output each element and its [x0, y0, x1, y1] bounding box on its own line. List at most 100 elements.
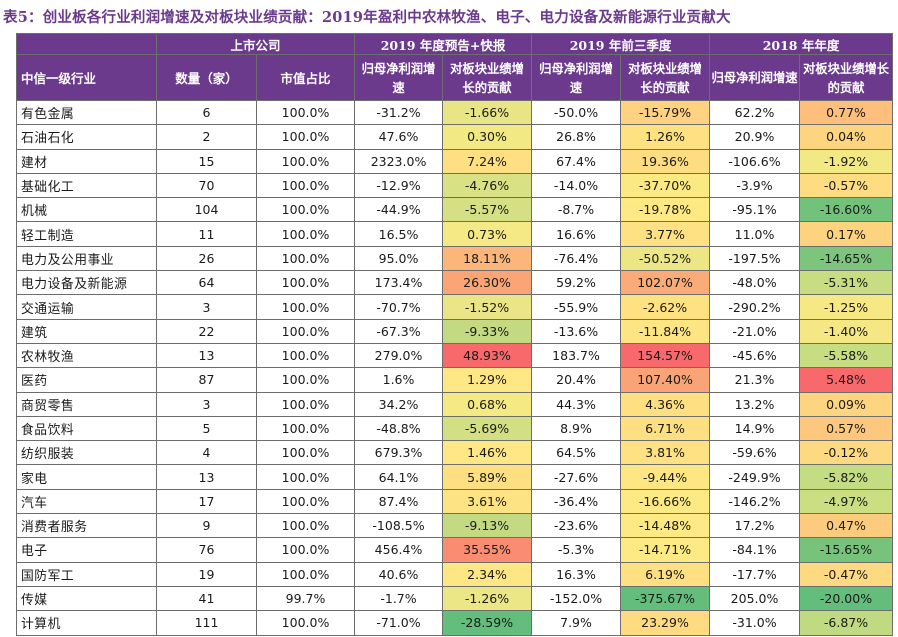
industry-profit-table: 上市公司 2019 年度预告+快报 2019 年前三季度 2018 年年度 中信… — [16, 33, 894, 636]
industry-cell: 轻工制造 — [16, 221, 157, 247]
contrib-2018-cell: -1.92% — [799, 148, 894, 174]
growth-2019-cell: 279.0% — [354, 342, 444, 369]
growth-2019q3-cell: 16.3% — [531, 561, 622, 587]
count-cell: 17 — [156, 488, 257, 515]
header-mktcap: 市值占比 — [255, 54, 356, 101]
contrib-2019q3-cell: -375.67% — [620, 585, 711, 612]
table-row: 基础化工 70 100.0% -12.9% -4.76% -14.0% -37.70% -3.… — [16, 172, 894, 199]
contrib-2018-cell: 0.04% — [799, 124, 894, 150]
growth-2019q3-cell: 44.3% — [531, 391, 622, 417]
growth-2019q3-cell: -27.6% — [531, 464, 622, 490]
growth-2019-cell: -108.5% — [354, 513, 444, 539]
contrib-2019q3-cell: 23.29% — [620, 610, 711, 636]
table-row: 国防军工 19 100.0% 40.6% 2.34% 16.3% 6.19% -17.7% -0… — [16, 561, 894, 587]
table-row: 商贸零售 3 100.0% 34.2% 0.68% 44.3% 4.36% 13.2% 0.09… — [16, 391, 894, 417]
contrib-2019q3-cell: -14.71% — [620, 537, 711, 563]
industry-cell: 家电 — [16, 464, 157, 490]
industry-cell: 石油石化 — [16, 124, 157, 150]
contrib-2018-cell: 0.47% — [799, 513, 894, 539]
growth-2019-cell: 679.3% — [354, 440, 444, 466]
table-row: 家电 13 100.0% 64.1% 5.89% -27.6% -9.44% -249.9% -… — [16, 464, 894, 490]
growth-2018-cell: -48.0% — [709, 270, 801, 296]
growth-2018-cell: 62.2% — [709, 99, 801, 126]
header-growth-2019q3: 归母净利润增速 — [531, 54, 622, 101]
growth-2019-cell: 2323.0% — [354, 148, 444, 174]
growth-2018-cell: -84.1% — [709, 537, 801, 563]
table-row: 计算机 111 100.0% -71.0% -28.59% 7.9% 23.29% -31.0… — [16, 610, 894, 636]
table-row: 食品饮料 5 100.0% -48.8% -5.69% 8.9% 6.71% 14.9% 0.5… — [16, 415, 894, 442]
growth-2019-cell: 34.2% — [354, 391, 444, 417]
growth-2019q3-cell: -50.0% — [531, 99, 622, 126]
contrib-2018-cell: -0.47% — [799, 561, 894, 587]
contrib-2018-cell: -5.58% — [799, 342, 894, 369]
contrib-2019-cell: 2.34% — [442, 561, 533, 587]
contrib-2019q3-cell: -2.62% — [620, 294, 711, 320]
mktcap-cell: 100.0% — [255, 391, 356, 417]
growth-2019q3-cell: 183.7% — [531, 342, 622, 369]
contrib-2019-cell: -1.52% — [442, 294, 533, 320]
growth-2019q3-cell: -8.7% — [531, 197, 622, 223]
contrib-2019-cell: 5.89% — [442, 464, 533, 490]
header-listed-companies: 上市公司 — [155, 33, 356, 55]
contrib-2019q3-cell: 3.81% — [620, 440, 711, 466]
count-cell: 4 — [156, 440, 257, 466]
table-row: 医药 87 100.0% 1.6% 1.29% 20.4% 107.40% 21.3% 5.48… — [16, 367, 894, 393]
count-cell: 13 — [156, 342, 257, 369]
mktcap-cell: 100.0% — [255, 610, 356, 636]
header-row-periods: 上市公司 2019 年度预告+快报 2019 年前三季度 2018 年年度 — [16, 33, 894, 55]
growth-2018-cell: 21.3% — [709, 367, 801, 393]
growth-2019q3-cell: -76.4% — [531, 245, 622, 272]
contrib-2019q3-cell: 154.57% — [620, 342, 711, 369]
growth-2019q3-cell: 20.4% — [531, 367, 622, 393]
count-cell: 111 — [156, 610, 257, 636]
growth-2018-cell: 13.2% — [709, 391, 801, 417]
mktcap-cell: 100.0% — [255, 124, 356, 150]
growth-2019q3-cell: -14.0% — [531, 172, 622, 199]
contrib-2019q3-cell: -14.48% — [620, 513, 711, 539]
industry-cell: 食品饮料 — [16, 415, 157, 442]
contrib-2019-cell: -4.76% — [442, 172, 533, 199]
contrib-2018-cell: 0.17% — [799, 221, 894, 247]
header-row-columns: 中信一级行业 数量（家） 市值占比 归母净利润增速 对板块业绩增长的贡献 归母净… — [16, 54, 894, 101]
contrib-2019-cell: 0.73% — [442, 221, 533, 247]
industry-cell: 农林牧渔 — [16, 342, 157, 369]
contrib-2019q3-cell: -37.70% — [620, 172, 711, 199]
industry-cell: 基础化工 — [16, 172, 157, 199]
growth-2019q3-cell: 16.6% — [531, 221, 622, 247]
count-cell: 22 — [156, 318, 257, 344]
growth-2019-cell: -44.9% — [354, 197, 444, 223]
contrib-2019q3-cell: 107.40% — [620, 367, 711, 393]
growth-2019q3-cell: -13.6% — [531, 318, 622, 344]
contrib-2019q3-cell: 1.26% — [620, 124, 711, 150]
growth-2018-cell: 20.9% — [709, 124, 801, 150]
count-cell: 19 — [156, 561, 257, 587]
contrib-2019q3-cell: -9.44% — [620, 464, 711, 490]
growth-2019q3-cell: 26.8% — [531, 124, 622, 150]
growth-2018-cell: 14.9% — [709, 415, 801, 442]
contrib-2018-cell: 0.57% — [799, 415, 894, 442]
contrib-2019q3-cell: -16.66% — [620, 488, 711, 515]
count-cell: 9 — [156, 513, 257, 539]
growth-2018-cell: 17.2% — [709, 513, 801, 539]
growth-2019q3-cell: 59.2% — [531, 270, 622, 296]
contrib-2019-cell: -1.66% — [442, 99, 533, 126]
growth-2019q3-cell: -36.4% — [531, 488, 622, 515]
header-period-2018: 2018 年年度 — [709, 33, 894, 55]
count-cell: 11 — [156, 221, 257, 247]
table-row: 传媒 41 99.7% -1.7% -1.26% -152.0% -375.67% 205.0… — [16, 585, 894, 612]
count-cell: 104 — [156, 197, 257, 223]
contrib-2019q3-cell: 3.77% — [620, 221, 711, 247]
count-cell: 5 — [156, 415, 257, 442]
count-cell: 13 — [156, 464, 257, 490]
contrib-2018-cell: -4.97% — [799, 488, 894, 515]
mktcap-cell: 100.0% — [255, 464, 356, 490]
industry-cell: 有色金属 — [16, 99, 157, 126]
count-cell: 41 — [156, 585, 257, 612]
header-contrib-2018: 对板块业绩增长的贡献 — [799, 54, 894, 101]
growth-2019q3-cell: 8.9% — [531, 415, 622, 442]
growth-2019-cell: 87.4% — [354, 488, 444, 515]
mktcap-cell: 100.0% — [255, 440, 356, 466]
mktcap-cell: 100.0% — [255, 99, 356, 126]
industry-cell: 电力及公用事业 — [16, 245, 157, 272]
mktcap-cell: 100.0% — [255, 318, 356, 344]
